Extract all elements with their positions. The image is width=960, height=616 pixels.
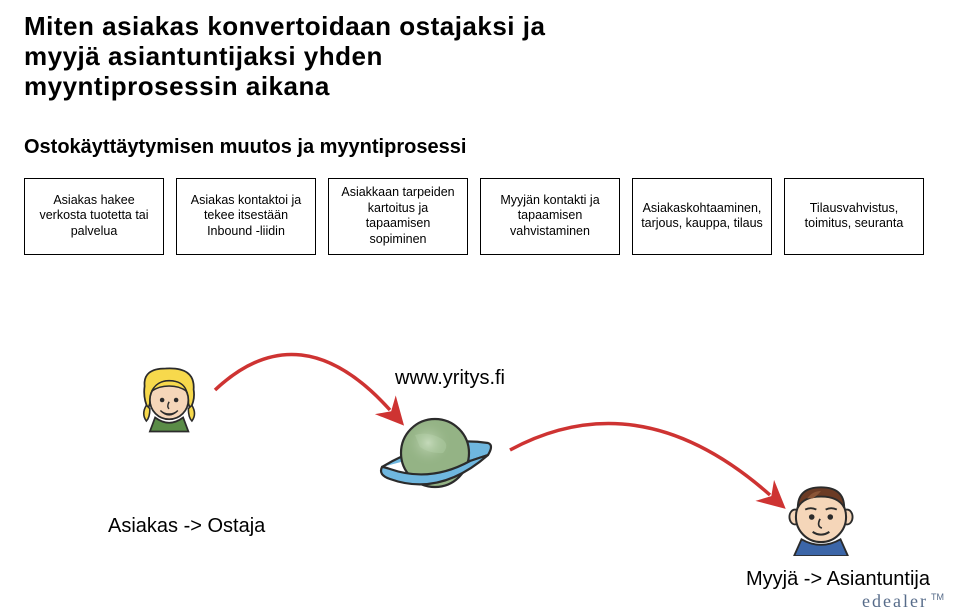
arrow-customer-to-planet	[215, 354, 390, 410]
url-label: www.yritys.fi	[395, 367, 505, 390]
planet-icon	[370, 405, 500, 505]
arrow-planet-to-seller	[510, 424, 770, 495]
seller-label: Myyjä -> Asiantuntija	[746, 568, 930, 591]
illustration-area: www.yritys.fi	[0, 280, 960, 616]
logo: edealer TM	[862, 591, 944, 612]
process-box: Asiakas kontaktoi ja tekee itsestään Inb…	[176, 178, 316, 255]
page-title: Miten asiakas konvertoidaan ostajaksi ja…	[24, 12, 545, 102]
customer-label: Asiakas -> Ostaja	[108, 515, 265, 538]
logo-text: edealer	[862, 591, 928, 612]
process-row: Asiakas hakee verkosta tuotetta tai palv…	[24, 178, 924, 255]
seller-face-icon	[782, 478, 860, 556]
process-box: Asiakas hakee verkosta tuotetta tai palv…	[24, 178, 164, 255]
logo-tm: TM	[931, 592, 944, 602]
process-box: Tilausvahvistus, toimitus, seuranta	[784, 178, 924, 255]
process-box: Asiakaskohtaaminen, tarjous, kauppa, til…	[632, 178, 772, 255]
process-box: Myyjän kontakti ja tapaamisen vahvistami…	[480, 178, 620, 255]
customer-face-icon	[135, 365, 205, 435]
page-subtitle: Ostokäyttäytymisen muutos ja myyntiprose…	[24, 136, 466, 159]
process-box: Asiakkaan tarpeiden kartoitus ja tapaami…	[328, 178, 468, 255]
